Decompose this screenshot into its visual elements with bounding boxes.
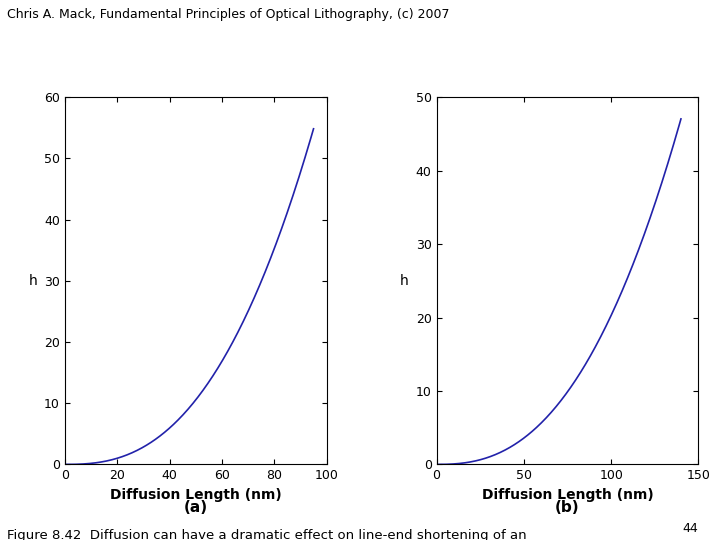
X-axis label: Diffusion Length (nm): Diffusion Length (nm)	[482, 488, 653, 502]
Y-axis label: h: h	[400, 274, 409, 288]
Text: (a): (a)	[184, 500, 208, 515]
Text: (b): (b)	[555, 500, 580, 515]
X-axis label: Diffusion Length (nm): Diffusion Length (nm)	[110, 488, 282, 502]
Text: Figure 8.42  Diffusion can have a dramatic effect on line-end shortening of an: Figure 8.42 Diffusion can have a dramati…	[7, 529, 527, 540]
Text: 44: 44	[683, 522, 698, 535]
Y-axis label: h: h	[29, 274, 37, 288]
Text: Chris A. Mack, Fundamental Principles of Optical Lithography, (c) 2007: Chris A. Mack, Fundamental Principles of…	[7, 8, 450, 21]
